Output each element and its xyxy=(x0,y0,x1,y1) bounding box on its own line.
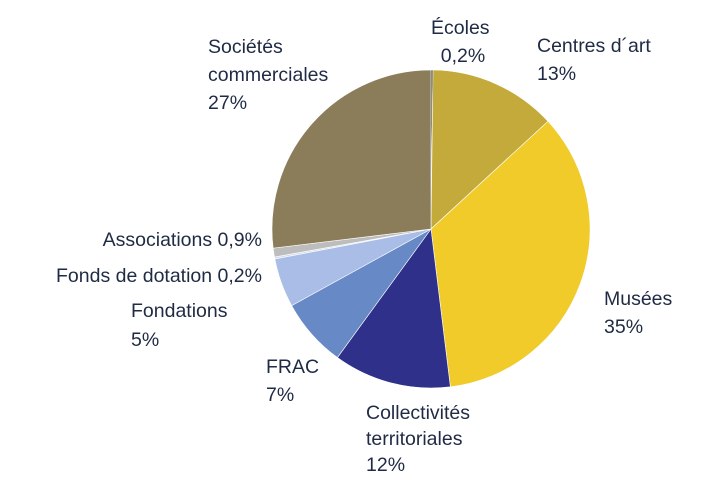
pie-slice-8 xyxy=(271,69,432,249)
label-musees: Musées 35% xyxy=(604,288,678,338)
label-centres-art: Centres d´art 13% xyxy=(537,35,656,85)
label-fondations: Fondations 5% xyxy=(131,300,233,351)
label-societes-commerciales: Sociétés commerciales 27% xyxy=(208,36,334,114)
label-fonds-dotation: Fonds de dotation 0,2% xyxy=(56,265,262,287)
label-associations: Associations 0,9% xyxy=(103,229,262,251)
label-frac: FRAC 7% xyxy=(266,356,325,406)
label-collectivites: Collectivités territoriales 12% xyxy=(366,402,475,476)
label-ecoles: Écoles 0,2% xyxy=(431,16,495,67)
pie-slice-2 xyxy=(430,120,591,388)
pie-slice-1 xyxy=(430,69,549,230)
pie-slices xyxy=(271,69,591,389)
pie-slice-3 xyxy=(336,228,451,389)
